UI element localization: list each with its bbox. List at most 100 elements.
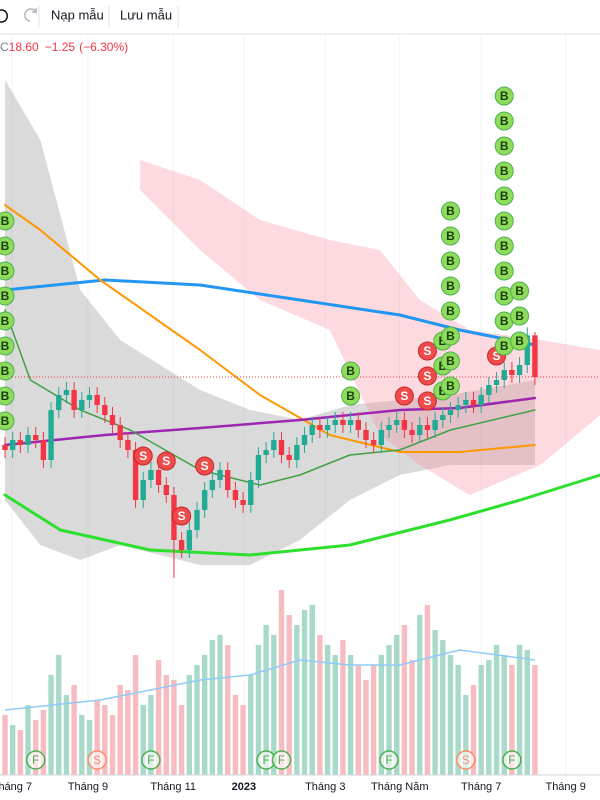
signal-label: B xyxy=(1,339,10,353)
signal-marker xyxy=(494,236,514,256)
volume-bar xyxy=(201,655,208,775)
event-marker xyxy=(502,750,522,770)
volume-bar xyxy=(186,675,193,775)
signal-label: B xyxy=(446,354,455,368)
volume-bar xyxy=(125,690,131,775)
signal-label: S xyxy=(423,394,431,408)
x-tick-label: 2023 xyxy=(232,781,256,793)
volume-bar xyxy=(148,695,154,775)
signal-marker xyxy=(440,326,460,346)
volume-bar xyxy=(171,680,177,775)
volume-bar xyxy=(155,660,162,775)
save-template-button[interactable]: Lưu mẫu xyxy=(120,7,172,22)
signal-marker xyxy=(510,281,530,301)
signal-marker xyxy=(417,366,437,386)
signal-marker xyxy=(510,331,530,351)
event-marker xyxy=(87,750,107,770)
redo-button[interactable] xyxy=(24,8,37,22)
signal-marker xyxy=(0,411,15,431)
volume-bar xyxy=(386,645,392,775)
volume-bar xyxy=(79,715,85,775)
signal-label: B xyxy=(500,89,509,103)
volume-bar xyxy=(40,710,47,775)
signal-label: B xyxy=(446,254,455,268)
signal-marker xyxy=(156,451,176,471)
volume-bar xyxy=(324,645,331,775)
candle-body xyxy=(232,490,239,500)
signal-label: B xyxy=(1,289,10,303)
candle-body xyxy=(25,435,31,445)
load-template-button[interactable]: Nạp mẫu xyxy=(51,7,104,22)
signal-marker xyxy=(341,361,361,381)
candle-body xyxy=(125,440,131,450)
volume-bar xyxy=(17,730,24,775)
volume-bar xyxy=(478,665,484,775)
signal-marker xyxy=(341,386,361,406)
candle-body xyxy=(386,425,392,430)
candle-body xyxy=(286,455,292,460)
candle-body xyxy=(63,390,70,395)
candle-body xyxy=(209,480,216,490)
volume-bar xyxy=(447,655,454,775)
event-marker xyxy=(456,750,476,770)
signal-label: B xyxy=(446,379,455,393)
band xyxy=(4,80,535,565)
volume-bar xyxy=(378,655,385,775)
candle-body xyxy=(2,445,8,450)
candle-body xyxy=(155,470,162,485)
volume-bar xyxy=(440,640,446,775)
candle-body xyxy=(79,400,85,410)
x-tick-label: Tháng 9 xyxy=(68,781,108,793)
signal-label: S xyxy=(201,459,209,473)
candle-body xyxy=(332,420,338,425)
indicator-line xyxy=(3,204,536,453)
volume-bar xyxy=(401,625,408,775)
candle-body xyxy=(478,395,484,405)
event-label: S xyxy=(462,753,470,767)
volume-bar xyxy=(317,635,323,775)
volume-bar xyxy=(455,665,461,775)
candle-body xyxy=(294,445,300,460)
band xyxy=(140,160,600,495)
ohlc-legend: C18.60 −1.25 (−6.30%) xyxy=(0,40,128,54)
volume-bar xyxy=(501,655,507,775)
candle-body xyxy=(378,430,385,445)
signal-label: S xyxy=(423,344,431,358)
event-label: F xyxy=(508,753,515,767)
indicator-line xyxy=(3,278,537,347)
candle-body xyxy=(217,470,223,480)
event-label: F xyxy=(278,753,285,767)
volume-bar xyxy=(347,655,354,775)
candle-body xyxy=(417,425,423,435)
candle-body xyxy=(301,435,308,445)
volume-bar xyxy=(263,625,269,775)
volume-bar xyxy=(309,605,315,775)
signal-marker xyxy=(440,251,460,271)
candle-body xyxy=(317,425,323,430)
signal-label: B xyxy=(500,164,509,178)
volume-bar xyxy=(9,725,16,775)
volume-bar xyxy=(424,605,431,775)
signal-marker xyxy=(417,391,437,411)
x-tick-label: Tháng 7 xyxy=(461,781,501,793)
volume-bar xyxy=(248,675,254,775)
volume-bar xyxy=(140,705,146,775)
undo-button[interactable] xyxy=(0,9,8,23)
event-marker xyxy=(271,750,292,770)
event-marker xyxy=(379,750,399,770)
signal-label: S xyxy=(162,454,170,468)
signal-marker xyxy=(0,286,15,306)
candle-body xyxy=(186,530,193,550)
signal-label: B xyxy=(515,309,524,323)
volume-bar xyxy=(271,635,277,775)
volume-bar xyxy=(71,685,77,775)
volume-bar xyxy=(363,680,369,775)
candle-body xyxy=(194,510,200,530)
signal-marker xyxy=(510,306,530,326)
candle-body xyxy=(516,365,523,375)
signal-label: B xyxy=(1,264,10,278)
signal-label: B xyxy=(1,239,10,253)
candle-body xyxy=(509,370,515,375)
candle-body xyxy=(463,400,469,405)
candle-body xyxy=(394,420,400,425)
